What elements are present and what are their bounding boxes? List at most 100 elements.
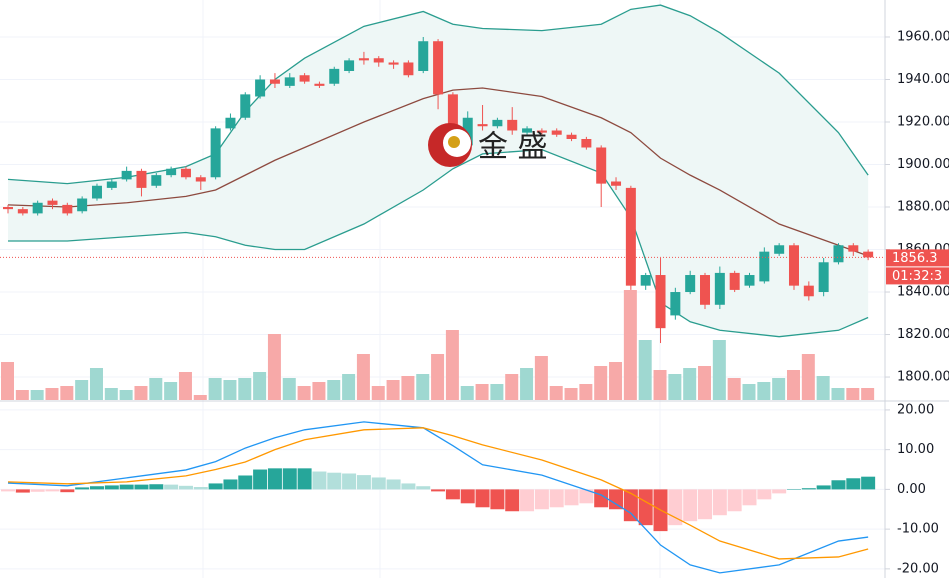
macd-histogram-bar xyxy=(282,468,297,490)
macd-histogram-bar xyxy=(861,476,876,490)
candle-body xyxy=(788,245,799,286)
volume-bar xyxy=(846,388,860,400)
y-tick-label: 1840.00 xyxy=(897,285,949,300)
macd-histogram-bar xyxy=(475,489,490,508)
macd-histogram-bar xyxy=(772,489,787,494)
y-tick-label: 10.00 xyxy=(897,442,934,457)
candle-body xyxy=(403,62,414,76)
macd-histogram-bar xyxy=(193,487,208,490)
volume-bar xyxy=(164,382,178,400)
candle-body xyxy=(655,275,666,329)
volume-bar xyxy=(223,380,237,400)
candle-body xyxy=(625,187,636,286)
candle-body xyxy=(121,170,132,180)
volume-bar xyxy=(60,386,74,400)
volume-bar xyxy=(668,374,682,400)
macd-histogram-bar xyxy=(416,486,431,490)
macd-histogram-bar xyxy=(312,471,327,490)
band-line xyxy=(8,148,869,338)
macd-histogram-bar xyxy=(564,489,579,506)
watermark: 金 盛 xyxy=(428,123,548,167)
volume-bar xyxy=(238,378,252,400)
candle-body xyxy=(17,209,28,214)
macd-histogram-bar xyxy=(134,484,149,490)
volume-bar xyxy=(653,370,667,400)
macd-histogram-bar xyxy=(846,478,861,490)
candle-body xyxy=(62,204,73,214)
candle-body xyxy=(611,181,622,186)
macd-histogram-bar xyxy=(342,473,357,490)
candle-body xyxy=(863,251,874,258)
y-tick-label: 1880.00 xyxy=(897,200,949,215)
macd-histogram-bar xyxy=(1,489,15,492)
macd-histogram-bar xyxy=(786,489,801,490)
volume-bar xyxy=(282,378,296,400)
countdown-box xyxy=(886,267,949,285)
candle-body xyxy=(596,147,607,184)
macd-histogram-bar xyxy=(623,489,638,522)
candle-body xyxy=(136,170,147,188)
macd-histogram-bar xyxy=(60,489,75,493)
macd-histogram-bar xyxy=(520,489,535,512)
macd-histogram-bar xyxy=(431,489,446,492)
macd-histogram-bar xyxy=(534,489,549,510)
candle-body xyxy=(314,83,325,86)
candle-body xyxy=(329,68,340,84)
candle-body xyxy=(195,177,206,182)
macd-histogram-bar xyxy=(401,483,416,490)
macd-histogram-bar xyxy=(801,488,816,490)
candle-body xyxy=(388,62,399,65)
candle-body xyxy=(492,119,503,127)
volume-bar xyxy=(475,384,489,400)
macd-histogram-bar xyxy=(683,489,698,522)
candle-body xyxy=(106,181,117,188)
volume-bar xyxy=(460,386,474,400)
candle-body xyxy=(77,198,88,212)
candle-body xyxy=(284,77,295,86)
macd-histogram-bar xyxy=(164,484,179,490)
macd-line xyxy=(7,421,869,574)
macd-histogram-bar xyxy=(371,477,386,490)
band-line xyxy=(7,4,869,185)
y-tick-label: 1960.00 xyxy=(897,29,949,44)
band-line xyxy=(7,87,869,257)
y-tick-label: 1820.00 xyxy=(897,327,949,342)
candle-body xyxy=(685,275,696,293)
macd-histogram-bar xyxy=(267,468,282,490)
volume-bar xyxy=(801,354,815,400)
plot-layer: 1800.001820.001840.001860.001880.001900.… xyxy=(0,4,949,576)
candle-body xyxy=(522,128,533,133)
macd-histogram-bar xyxy=(178,485,193,490)
volume-bar xyxy=(505,374,519,400)
macd-histogram-bar xyxy=(356,475,371,490)
candle-body xyxy=(462,117,473,146)
volume-bar xyxy=(431,354,445,400)
volume-bar xyxy=(861,388,875,400)
macd-histogram-bar xyxy=(549,489,564,508)
volume-bar xyxy=(386,380,400,400)
y-tick-label: 1800.00 xyxy=(897,370,949,385)
candle-body xyxy=(358,58,369,61)
macd-histogram-bar xyxy=(45,489,60,492)
last-price-box xyxy=(886,249,949,267)
volume-bar xyxy=(193,395,207,400)
candle-body xyxy=(344,60,355,71)
candle-body xyxy=(151,175,162,186)
volume-bar xyxy=(253,372,267,400)
macd-histogram-bar xyxy=(816,485,831,490)
macd-histogram-bar xyxy=(579,489,594,504)
macd-histogram-bar xyxy=(119,484,134,490)
candle-body xyxy=(566,134,577,140)
volume-bar xyxy=(134,386,148,400)
volume-bar xyxy=(45,388,59,400)
volume-bar xyxy=(579,384,593,400)
candle-body xyxy=(433,41,444,95)
last-price-label: 1856.3 xyxy=(892,251,938,266)
candle-body xyxy=(729,272,740,290)
macd-line xyxy=(7,427,869,560)
macd-histogram-bar xyxy=(208,483,223,490)
volume-bar xyxy=(356,354,370,400)
